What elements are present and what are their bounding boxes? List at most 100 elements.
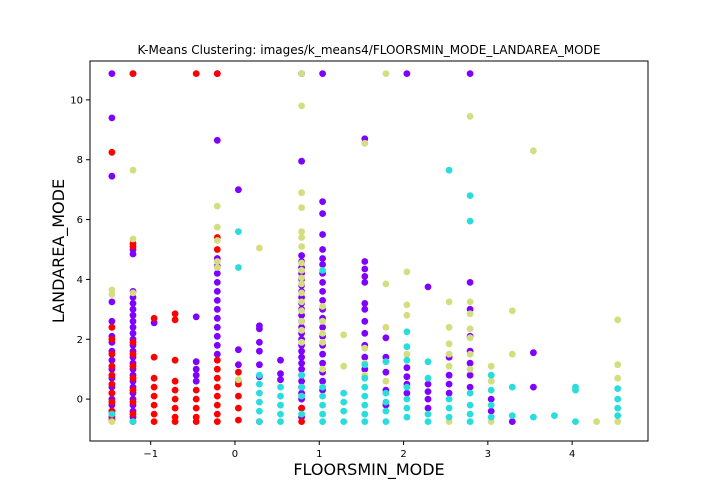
data-point-cluster-2-34 xyxy=(319,365,326,373)
data-point-cluster-2-37 xyxy=(361,139,369,147)
data-point-cluster-3-9 xyxy=(256,418,263,425)
data-point-cluster-2-47 xyxy=(403,311,411,319)
data-point-cluster-0-150 xyxy=(424,395,432,403)
data-point-cluster-0-149 xyxy=(424,388,432,395)
data-point-cluster-1-42 xyxy=(192,404,200,412)
data-point-cluster-2-43 xyxy=(382,323,390,331)
data-point-cluster-2-48 xyxy=(403,350,411,358)
data-point-cluster-1-38 xyxy=(171,418,179,425)
data-point-cluster-1-56 xyxy=(235,368,242,376)
data-point-cluster-0-151 xyxy=(424,404,432,412)
data-point-cluster-1-58 xyxy=(235,392,242,400)
data-point-cluster-2-46 xyxy=(403,301,411,309)
data-point-cluster-3-56 xyxy=(466,192,474,200)
data-point-cluster-0-106 xyxy=(319,210,326,218)
data-point-cluster-0-161 xyxy=(466,359,474,367)
data-point-cluster-2-12 xyxy=(256,244,263,252)
data-point-cluster-3-20 xyxy=(319,383,326,391)
data-point-cluster-0-8 xyxy=(108,356,116,364)
data-point-cluster-2-71 xyxy=(614,374,622,382)
data-point-cluster-0-72 xyxy=(277,356,284,364)
data-point-cluster-2-27 xyxy=(298,317,305,325)
y-tick-label-0: 0 xyxy=(77,395,83,406)
data-point-cluster-1-45 xyxy=(213,70,221,77)
data-point-cluster-0-166 xyxy=(508,418,516,425)
data-point-cluster-3-4 xyxy=(256,371,263,379)
x-axis-label: FLOORSMIN_MODE xyxy=(293,460,444,480)
data-point-cluster-2-3 xyxy=(129,166,137,174)
data-point-cluster-1-62 xyxy=(298,404,305,412)
data-point-cluster-2-23 xyxy=(298,280,305,288)
data-point-cluster-3-75 xyxy=(614,404,622,412)
data-point-cluster-3-15 xyxy=(298,371,305,379)
data-point-cluster-0-105 xyxy=(319,198,326,206)
data-point-cluster-3-12 xyxy=(277,401,284,409)
data-point-cluster-0-167 xyxy=(530,349,537,357)
data-point-cluster-0-168 xyxy=(530,383,537,391)
data-point-cluster-3-62 xyxy=(487,371,495,379)
data-point-cluster-1-60 xyxy=(235,416,242,424)
data-point-cluster-1-7 xyxy=(108,389,116,397)
data-point-cluster-0-162 xyxy=(466,371,474,379)
data-point-cluster-3-6 xyxy=(256,389,263,397)
data-point-cluster-2-25 xyxy=(298,298,305,306)
data-point-cluster-0-3 xyxy=(108,298,116,306)
data-point-cluster-0-69 xyxy=(256,347,263,355)
data-point-cluster-1-55 xyxy=(213,418,221,425)
y-axis-ticks: 0 2 4 6 8 10 xyxy=(70,95,90,406)
data-point-cluster-0-132 xyxy=(361,317,369,325)
data-point-cluster-3-46 xyxy=(403,404,411,412)
data-point-cluster-0-26 xyxy=(129,323,137,331)
data-point-cluster-0-60 xyxy=(213,341,221,349)
data-point-cluster-0-59 xyxy=(213,332,221,340)
data-point-cluster-3-21 xyxy=(319,392,326,400)
data-point-cluster-3-61 xyxy=(466,418,474,425)
data-point-cluster-2-28 xyxy=(298,326,305,334)
data-point-cluster-2-59 xyxy=(466,334,474,342)
data-point-cluster-2-68 xyxy=(593,418,600,425)
data-point-cluster-0-107 xyxy=(319,231,326,238)
data-point-cluster-1-34 xyxy=(171,386,179,394)
data-point-cluster-1-54 xyxy=(213,410,221,418)
data-point-cluster-2-20 xyxy=(298,259,305,267)
data-point-cluster-3-28 xyxy=(340,418,348,425)
data-point-cluster-0-44 xyxy=(192,358,200,366)
data-point-cluster-3-14 xyxy=(277,418,284,425)
data-point-cluster-0-94 xyxy=(298,353,305,361)
data-point-cluster-3-31 xyxy=(361,383,369,391)
data-point-cluster-3-52 xyxy=(445,166,453,174)
data-point-cluster-3-24 xyxy=(319,418,326,425)
chart-title: K-Means Clustering: images/k_means4/FLOO… xyxy=(138,43,601,57)
data-point-cluster-2-67 xyxy=(530,147,537,155)
data-point-cluster-2-72 xyxy=(614,418,622,425)
data-point-cluster-0-77 xyxy=(298,252,305,259)
data-point-cluster-2-10 xyxy=(213,264,221,271)
data-point-cluster-3-69 xyxy=(551,412,558,419)
data-point-cluster-2-55 xyxy=(466,113,474,120)
data-point-cluster-3-42 xyxy=(403,343,411,351)
data-point-cluster-1-47 xyxy=(213,246,221,253)
data-point-cluster-0-19 xyxy=(129,250,137,258)
data-point-cluster-0-154 xyxy=(445,380,453,388)
data-point-cluster-3-7 xyxy=(256,398,263,406)
data-point-cluster-0-74 xyxy=(277,376,284,384)
data-point-cluster-0-52 xyxy=(213,270,221,277)
data-point-cluster-3-37 xyxy=(382,389,390,397)
data-point-cluster-3-63 xyxy=(487,386,495,394)
data-point-cluster-2-30 xyxy=(319,303,326,310)
data-point-cluster-0-1 xyxy=(108,114,116,122)
data-point-cluster-1-5 xyxy=(108,371,116,379)
data-point-cluster-3-16 xyxy=(298,383,305,391)
data-point-cluster-2-38 xyxy=(361,344,369,352)
data-point-cluster-0-113 xyxy=(319,288,326,295)
data-point-cluster-0-126 xyxy=(361,258,369,265)
data-point-cluster-0-114 xyxy=(319,297,326,304)
data-point-cluster-3-30 xyxy=(361,374,369,382)
data-point-cluster-1-32 xyxy=(171,356,179,364)
data-point-cluster-2-63 xyxy=(487,377,495,385)
data-point-cluster-3-55 xyxy=(445,413,453,421)
data-point-cluster-0-54 xyxy=(213,288,221,295)
data-point-cluster-0-24 xyxy=(129,311,137,319)
data-point-cluster-1-2 xyxy=(108,335,116,343)
